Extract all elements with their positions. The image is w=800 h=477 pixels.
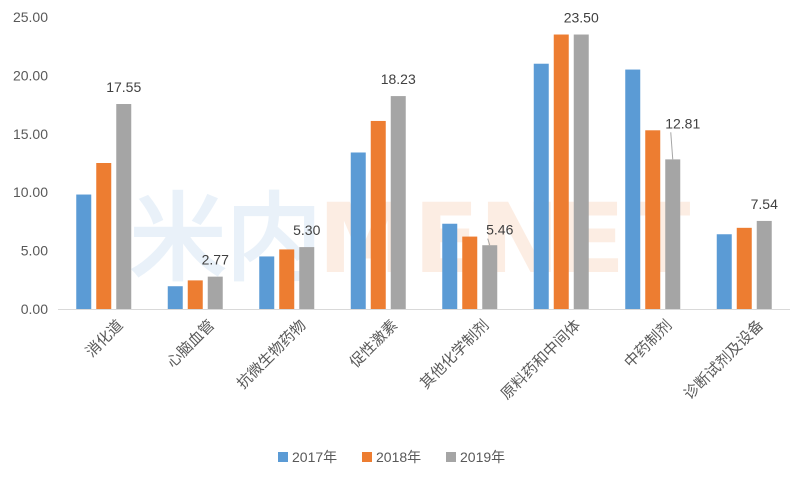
y-axis: 0.00 5.00 10.00 15.00 20.00 25.00 (13, 9, 48, 317)
data-labels: 17.55 2.77 5.30 18.23 5.46 23.50 12.81 7.54 (106, 10, 778, 268)
x-category-label: 心脑血管 (163, 316, 218, 371)
bar (533, 63, 549, 309)
x-category-label: 中药制剂 (620, 316, 675, 371)
legend-label: 2019年 (460, 449, 505, 465)
bar (187, 280, 203, 309)
x-category-label: 消化道 (82, 316, 127, 361)
x-category-label: 抗微生物药物 (233, 316, 309, 392)
bar (645, 130, 661, 309)
bar (442, 223, 458, 309)
bar (259, 256, 275, 309)
x-category-label: 诊断试剂及设备 (680, 316, 767, 403)
data-label: 5.46 (486, 222, 513, 238)
legend-swatch (446, 452, 456, 462)
y-tick-label: 25.00 (13, 9, 48, 25)
bar (116, 104, 132, 310)
bar (350, 152, 366, 309)
bar (716, 234, 732, 309)
bar (76, 194, 92, 309)
y-tick-label: 0.00 (21, 301, 48, 317)
data-label: 17.55 (106, 79, 141, 95)
bar (390, 96, 406, 309)
data-label: 2.77 (202, 252, 229, 268)
data-label: 5.30 (293, 222, 320, 238)
x-category-label: 促性激素 (346, 316, 401, 371)
leader-line (487, 238, 491, 246)
x-axis: 消化道 心脑血管 抗微生物药物 促性激素 其他化学制剂 原料药和中间体 中药制剂 诊断试剂及设… (58, 309, 790, 403)
bar (553, 34, 569, 310)
legend-swatch (278, 452, 288, 462)
legend: 2017年 2018年 2019年 (278, 449, 505, 465)
bar (625, 69, 641, 309)
y-tick-label: 15.00 (13, 126, 48, 142)
data-label: 12.81 (665, 115, 700, 131)
legend-swatch (362, 452, 372, 462)
x-category-label: 原料药和中间体 (497, 316, 584, 403)
bars (76, 34, 772, 310)
bar (279, 249, 295, 309)
bar (462, 236, 478, 309)
y-tick-label: 20.00 (13, 67, 48, 83)
bar (482, 245, 498, 309)
leader-line (670, 132, 674, 160)
data-label: 23.50 (564, 10, 599, 26)
data-label: 18.23 (381, 71, 416, 87)
legend-label: 2017年 (292, 449, 337, 465)
y-tick-label: 5.00 (21, 243, 48, 259)
legend-label: 2018年 (376, 449, 421, 465)
bar (299, 247, 315, 309)
y-tick-label: 10.00 (13, 184, 48, 200)
bar (207, 276, 223, 309)
bar (370, 120, 386, 310)
bar (756, 220, 772, 309)
bar (736, 227, 752, 309)
x-category-label: 其他化学制剂 (416, 316, 492, 392)
data-label: 7.54 (751, 196, 778, 212)
bar (96, 163, 112, 309)
bar (573, 34, 589, 310)
bar (167, 286, 183, 309)
bar (665, 159, 681, 309)
